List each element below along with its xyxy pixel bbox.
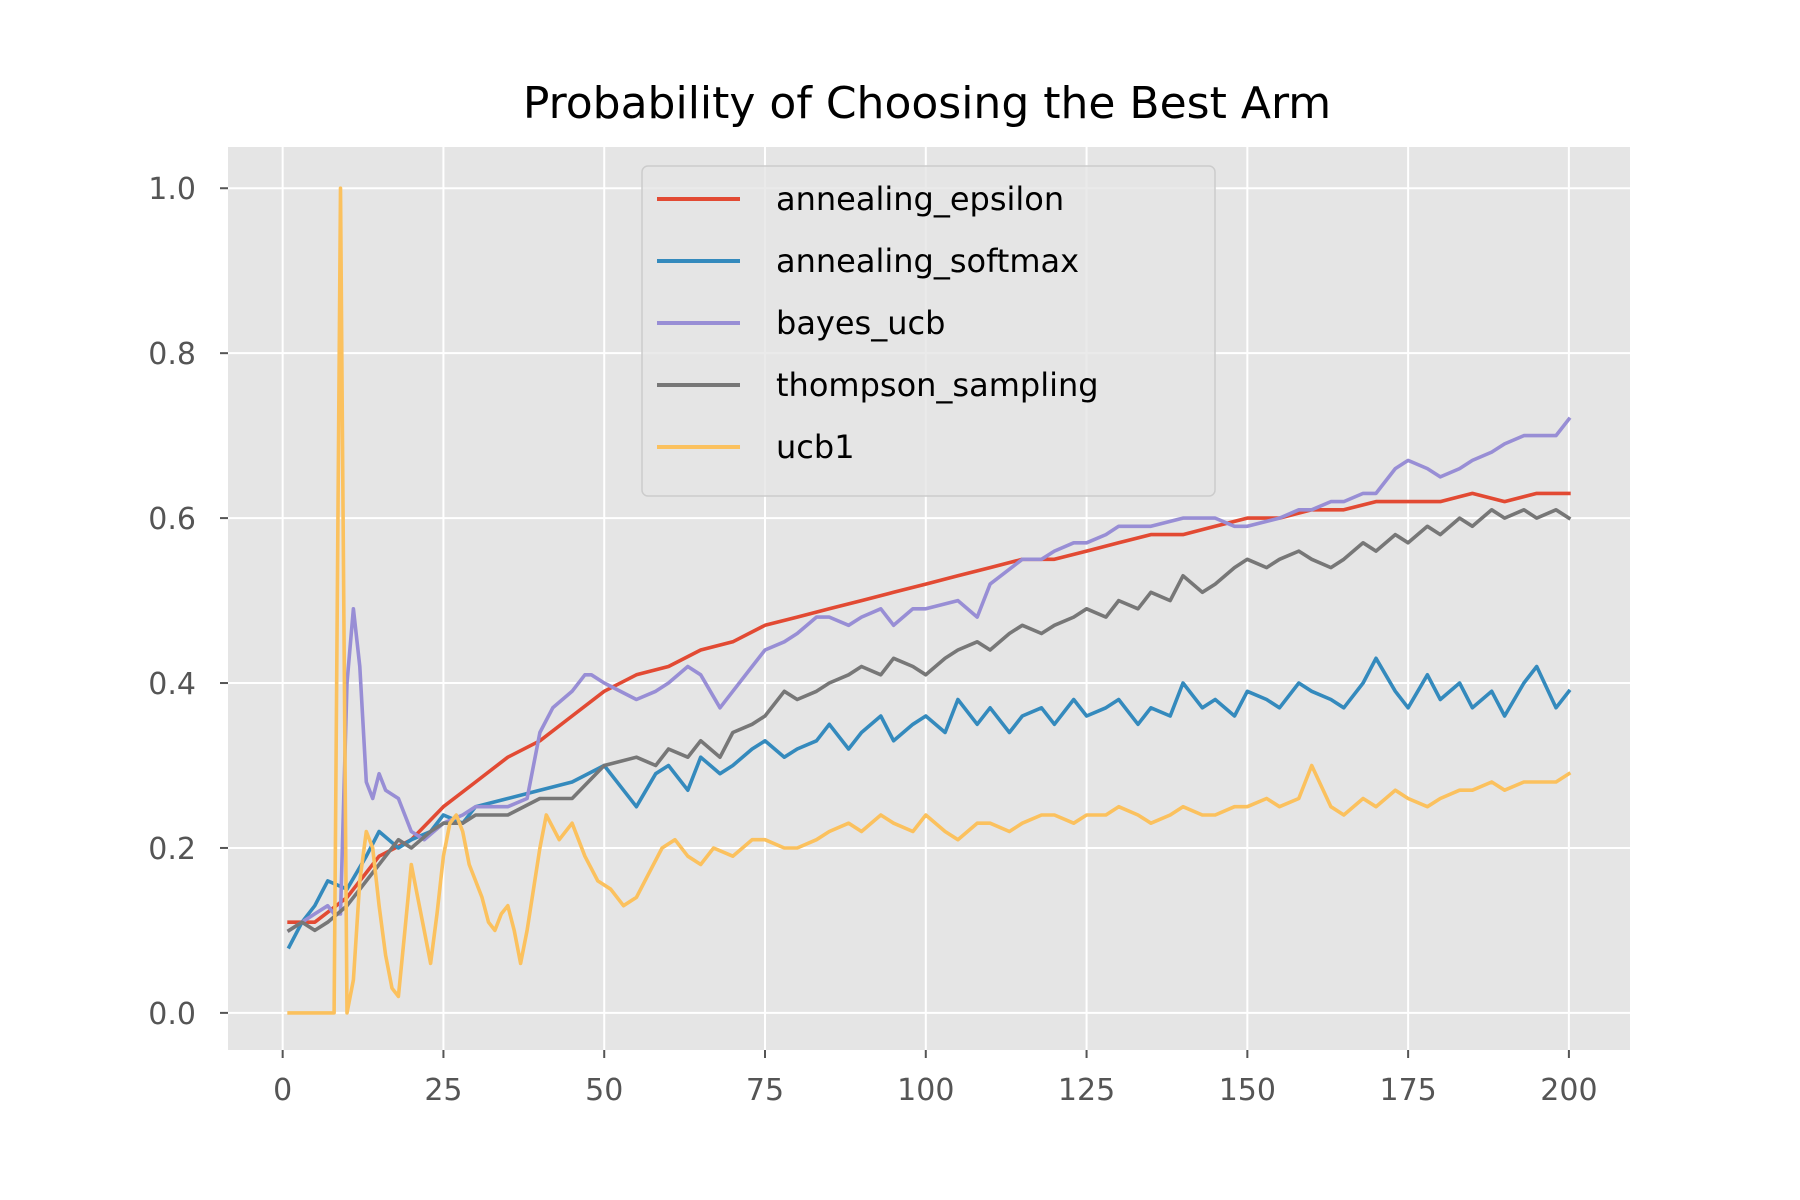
series-line-thompson-sampling <box>286 507 1572 933</box>
x-tick-label: 150 <box>1219 1073 1276 1108</box>
series-line-annealing-epsilon <box>287 491 1571 925</box>
legend-label: ucb1 <box>776 428 855 466</box>
series-line-ucb1 <box>287 186 1572 1015</box>
legend-label: bayes_ucb <box>776 304 945 342</box>
y-tick-label: 0.6 <box>148 502 196 537</box>
series-lines <box>286 186 1572 1015</box>
y-tick-label: 0.8 <box>148 337 196 372</box>
legend-label: annealing_softmax <box>776 242 1079 280</box>
x-tick-label: 75 <box>746 1073 784 1108</box>
series-line-annealing-softmax <box>286 656 1572 950</box>
legend: annealing_epsilon annealing_softmax bayes_… <box>641 165 1216 497</box>
legend-box <box>641 165 1216 497</box>
x-tick-label: 125 <box>1058 1073 1115 1108</box>
legend-label: thompson_sampling <box>776 366 1099 404</box>
series-line-bayes-ucb <box>286 416 1572 933</box>
y-tick-label: 0.4 <box>148 667 196 702</box>
x-tick-label: 0 <box>273 1073 292 1108</box>
x-tick-label: 100 <box>897 1073 954 1108</box>
y-tick-label: 0.0 <box>148 997 196 1032</box>
x-tick-label: 25 <box>424 1073 462 1108</box>
x-tick-label: 50 <box>585 1073 623 1108</box>
x-tick-label: 175 <box>1379 1073 1436 1108</box>
y-tick-label: 1.0 <box>148 172 196 207</box>
x-tick-label: 200 <box>1540 1073 1597 1108</box>
legend-label: annealing_epsilon <box>776 180 1064 218</box>
chart-title: Probability of Choosing the Best Arm <box>523 78 1331 129</box>
y-tick-label: 0.2 <box>148 832 196 867</box>
axis-ticks: 0 25 50 75 100 125 150 175 200 0.0 0.2 0.4 0.6 0.8 1.0 <box>148 172 1597 1108</box>
